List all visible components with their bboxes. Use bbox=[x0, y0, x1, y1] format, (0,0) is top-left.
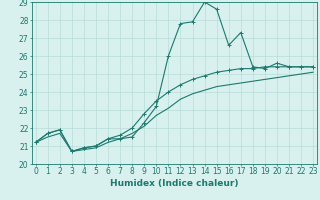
X-axis label: Humidex (Indice chaleur): Humidex (Indice chaleur) bbox=[110, 179, 239, 188]
